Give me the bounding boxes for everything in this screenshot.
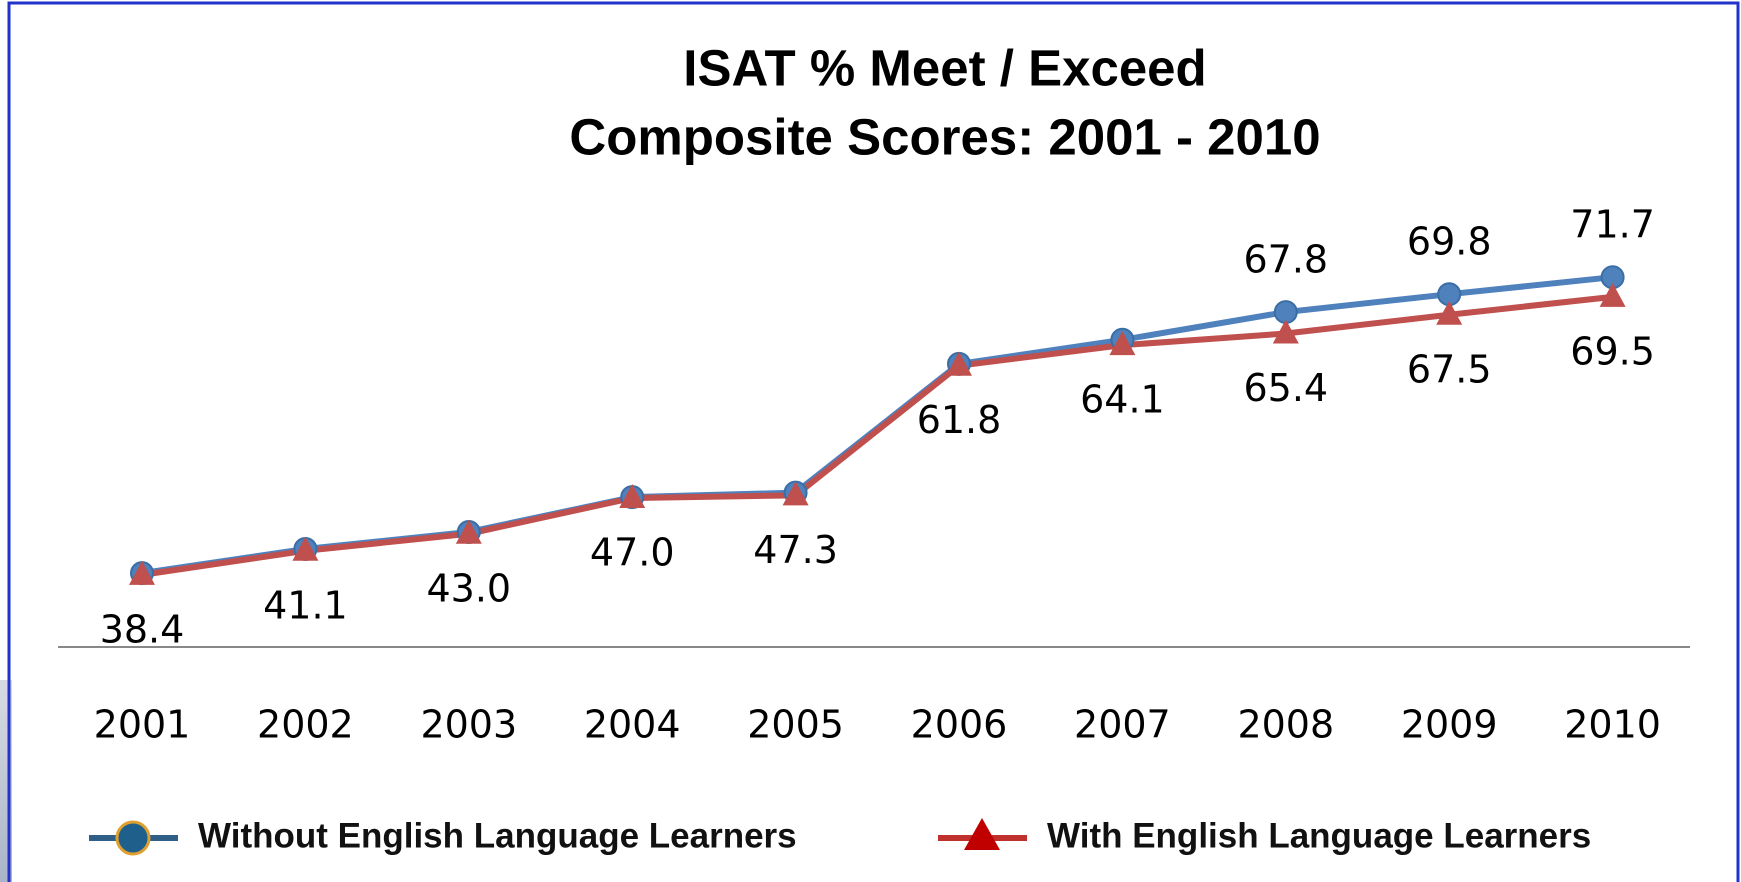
chart-title: Composite Scores: 2001 - 2010 [569,108,1320,165]
series-line [141,293,1613,578]
data-label: 38.4 [100,607,185,651]
point [619,484,646,509]
legend-label: With English Language Learners [1047,816,1591,855]
x-tick-label: 2005 [747,703,844,747]
data-label: 47.0 [590,531,675,575]
point [782,481,809,506]
x-tick-label: 2001 [94,703,191,747]
point [1436,300,1463,325]
data-label: 65.4 [1243,366,1328,410]
point [1272,319,1299,344]
x-tick-label: 2007 [1074,703,1171,747]
x-tick-label: 2010 [1564,703,1661,747]
data-label: 67.8 [1243,238,1328,282]
x-tick-label: 2003 [420,703,517,747]
point [455,519,482,544]
data-label: 43.0 [426,566,511,610]
x-tick-label: 2004 [584,703,681,747]
data-label: 64.1 [1080,378,1165,422]
data-label: 71.7 [1570,203,1655,247]
point [292,536,319,561]
legend-marker [115,820,151,856]
x-tick-label: 2006 [911,703,1008,747]
point [129,560,155,585]
data-label: 67.5 [1407,347,1492,391]
x-tick-label: 2009 [1401,703,1498,747]
point [946,351,972,376]
point [1599,282,1626,307]
chart-title: ISAT % Meet / Exceed [683,39,1206,96]
legend-label: Without English Language Learners [198,816,797,855]
x-tick-label: 2002 [257,703,354,747]
data-label: 69.5 [1570,329,1655,373]
data-label: 41.1 [263,583,348,627]
point [1109,331,1136,356]
legend-marker [964,818,1000,850]
data-label: 47.3 [753,528,838,572]
frame [7,1,1740,882]
data-label: 61.8 [917,398,1002,442]
x-tick-label: 2008 [1237,703,1334,747]
data-label: 69.8 [1407,220,1492,264]
